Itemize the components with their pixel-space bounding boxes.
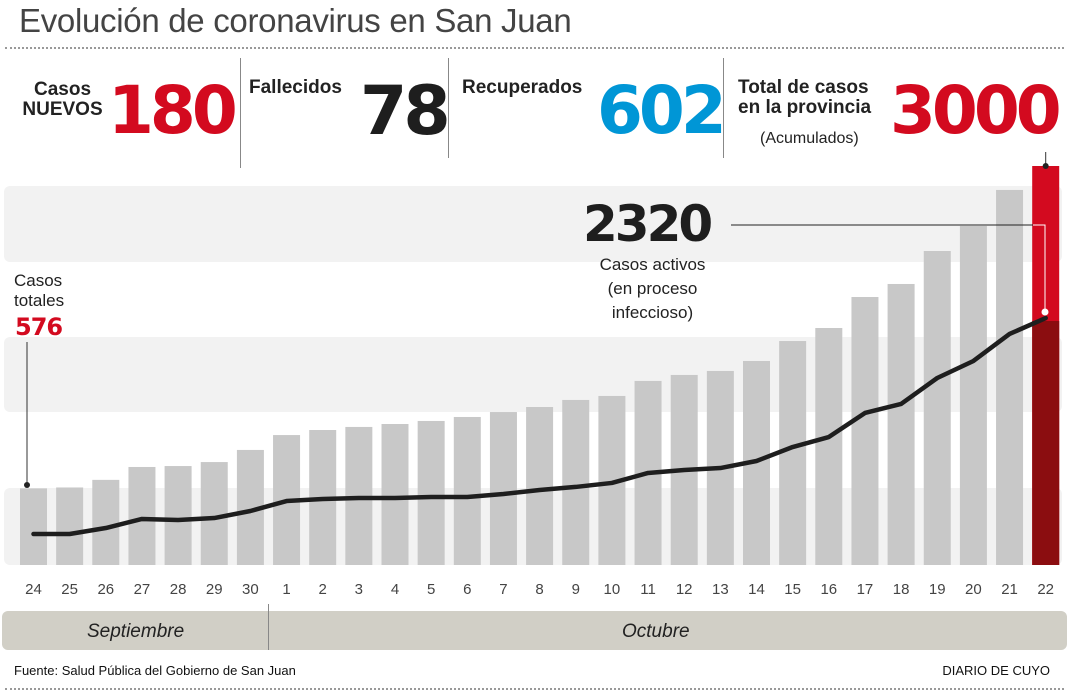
x-tick-label: 21 <box>1001 581 1018 598</box>
bar <box>164 466 192 565</box>
kpi-nuevos-value: 180 <box>108 72 238 149</box>
kpi-total-label-line1: Total de casos <box>738 77 869 98</box>
kpi-fallecidos-value: 78 <box>360 72 451 151</box>
start-leader-dot <box>24 482 30 488</box>
active-cases-label-line2: (en proceso <box>607 279 698 298</box>
active-cases-label-line3: infeccioso) <box>611 303 694 322</box>
x-tick-label: 25 <box>61 581 78 598</box>
x-tick-label: 22 <box>1037 581 1054 598</box>
x-tick-label: 16 <box>820 581 837 598</box>
bar <box>815 327 843 565</box>
x-tick-label: 4 <box>391 581 399 598</box>
x-tick-label: 3 <box>355 581 363 598</box>
bar <box>92 479 120 565</box>
bar <box>381 424 409 565</box>
x-tick-label: 5 <box>427 581 435 598</box>
x-tick-label: 24 <box>25 581 42 598</box>
bar <box>20 488 47 565</box>
kpi-separator <box>448 58 449 158</box>
kpi-separator <box>723 58 724 158</box>
bar <box>779 341 807 565</box>
top-divider <box>5 47 1064 49</box>
month-label-septiembre: Septiembre <box>87 621 185 642</box>
month-label-octubre: Octubre <box>622 621 690 642</box>
x-tick-label: 10 <box>604 581 621 598</box>
x-tick-label: 19 <box>929 581 946 598</box>
x-tick-label: 20 <box>965 581 982 598</box>
kpi-nuevos-label-line2: NUEVOS <box>22 99 103 120</box>
kpi-total-value: 3000 <box>890 72 1062 149</box>
x-tick-label: 14 <box>748 581 765 598</box>
bar <box>489 412 517 565</box>
x-tick-label: 29 <box>206 581 223 598</box>
bar <box>923 250 951 565</box>
total-leader-dot <box>1042 163 1049 169</box>
kpi-fallecidos-label: Fallecidos <box>249 77 342 98</box>
bar <box>56 487 84 565</box>
kpi-nuevos-label: Casos NUEVOS <box>20 80 105 120</box>
bar <box>851 297 879 565</box>
grid-band <box>4 186 1062 262</box>
x-tick-label: 15 <box>784 581 801 598</box>
start-annotation-value: 576 <box>15 313 63 341</box>
active-cases-label: Casos activos (en proceso infeccioso) <box>570 253 735 325</box>
kpi-separator <box>240 58 241 168</box>
x-tick-label: 6 <box>463 581 471 598</box>
x-tick-label: 9 <box>572 581 580 598</box>
bar-highlight-active-part <box>1032 321 1060 565</box>
kpi-total-label-line2: en la provincia <box>738 97 872 118</box>
kpi-recuperados-value: 602 <box>597 72 727 149</box>
kpi-total-sublabel: (Acumulados) <box>760 130 859 147</box>
bar <box>526 406 554 565</box>
x-tick-label: 13 <box>712 581 729 598</box>
active-cases-value: 2320 <box>583 195 713 253</box>
bar <box>996 189 1024 565</box>
start-annotation-line2: totales <box>14 291 65 310</box>
bottom-divider <box>5 688 1064 690</box>
page-title: Evolución de coronavirus en San Juan <box>19 2 572 39</box>
bar <box>562 399 590 565</box>
x-tick-label: 7 <box>499 581 507 598</box>
x-tick-label: 26 <box>97 581 114 598</box>
start-annotation-label: Casos totales <box>14 271 64 311</box>
x-tick-label: 1 <box>282 581 290 598</box>
active-leader-line-inner <box>1033 224 1046 311</box>
bar <box>128 466 156 565</box>
x-tick-label: 12 <box>676 581 693 598</box>
bar <box>417 420 445 565</box>
bar <box>200 462 228 565</box>
start-annotation-line1: Casos <box>14 271 63 290</box>
active-leader-dot <box>1041 308 1049 316</box>
kpi-nuevos-label-line1: Casos <box>33 79 92 100</box>
x-tick-label: 8 <box>535 581 543 598</box>
month-separator <box>268 604 269 650</box>
x-tick-label: 27 <box>134 581 151 598</box>
bar <box>887 283 915 565</box>
bar <box>959 225 987 565</box>
x-tick-label: 17 <box>857 581 874 598</box>
x-tick-label: 11 <box>640 581 656 598</box>
kpi-total-label: Total de casos en la provincia <box>738 78 888 118</box>
x-tick-label: 18 <box>893 581 910 598</box>
x-tick-label: 2 <box>319 581 327 598</box>
x-tick-label: 30 <box>242 581 259 598</box>
bar <box>453 416 481 565</box>
x-tick-label: 28 <box>170 581 187 598</box>
kpi-recuperados-label: Recuperados <box>462 77 583 98</box>
active-cases-label-line1: Casos activos <box>599 255 706 274</box>
month-bar <box>2 611 1067 650</box>
brand-credit: DIARIO DE CUYO <box>942 663 1050 678</box>
source-note: Fuente: Salud Pública del Gobierno de Sa… <box>14 663 296 678</box>
